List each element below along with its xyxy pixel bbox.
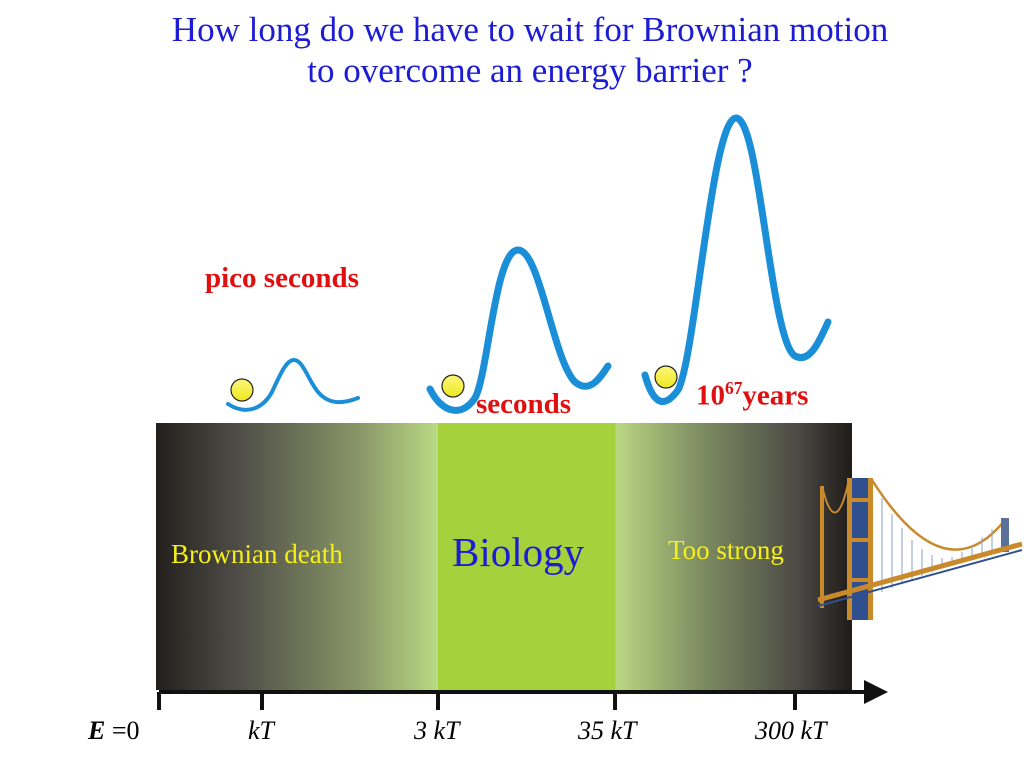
tick-label-3kt: 3 kT bbox=[414, 716, 460, 745]
zero-value: 0 bbox=[126, 716, 140, 745]
too-strong-label: Too strong bbox=[668, 535, 784, 565]
years-unit: years bbox=[742, 379, 809, 412]
particle-ball bbox=[654, 365, 678, 389]
energy-axis bbox=[157, 680, 888, 710]
large-barrier-curve bbox=[641, 114, 832, 405]
brownian-death-label: Brownian death bbox=[171, 539, 343, 569]
energy-band bbox=[156, 423, 852, 690]
slide-title: How long do we have to wait for Brownian… bbox=[0, 10, 1024, 92]
seconds-label: seconds bbox=[476, 388, 572, 420]
particle-ball bbox=[230, 378, 254, 402]
small-barrier-curve bbox=[226, 357, 360, 412]
title-line-1: How long do we have to wait for Brownian… bbox=[171, 10, 889, 49]
years-exponent: 67 bbox=[725, 378, 743, 398]
picoseconds-label: pico seconds bbox=[205, 262, 359, 294]
title-line-2: to overcome an energy barrier ? bbox=[307, 50, 753, 90]
particle-ball bbox=[441, 374, 465, 398]
years-label: 1067years bbox=[696, 378, 808, 413]
energy-symbol: E bbox=[88, 716, 106, 745]
years-base: 10 bbox=[696, 379, 725, 412]
tick-label-kt: kT bbox=[248, 716, 274, 745]
tick-label-35kt: 35 kT bbox=[578, 716, 637, 745]
suspension-bridge-icon bbox=[817, 478, 1023, 620]
equals-sign: = bbox=[111, 716, 127, 745]
energy-zero-label: E =0 bbox=[88, 716, 140, 746]
medium-barrier-curve bbox=[426, 246, 612, 414]
tick-label-300kt: 300 kT bbox=[755, 716, 827, 745]
biology-label: Biology bbox=[452, 529, 585, 575]
